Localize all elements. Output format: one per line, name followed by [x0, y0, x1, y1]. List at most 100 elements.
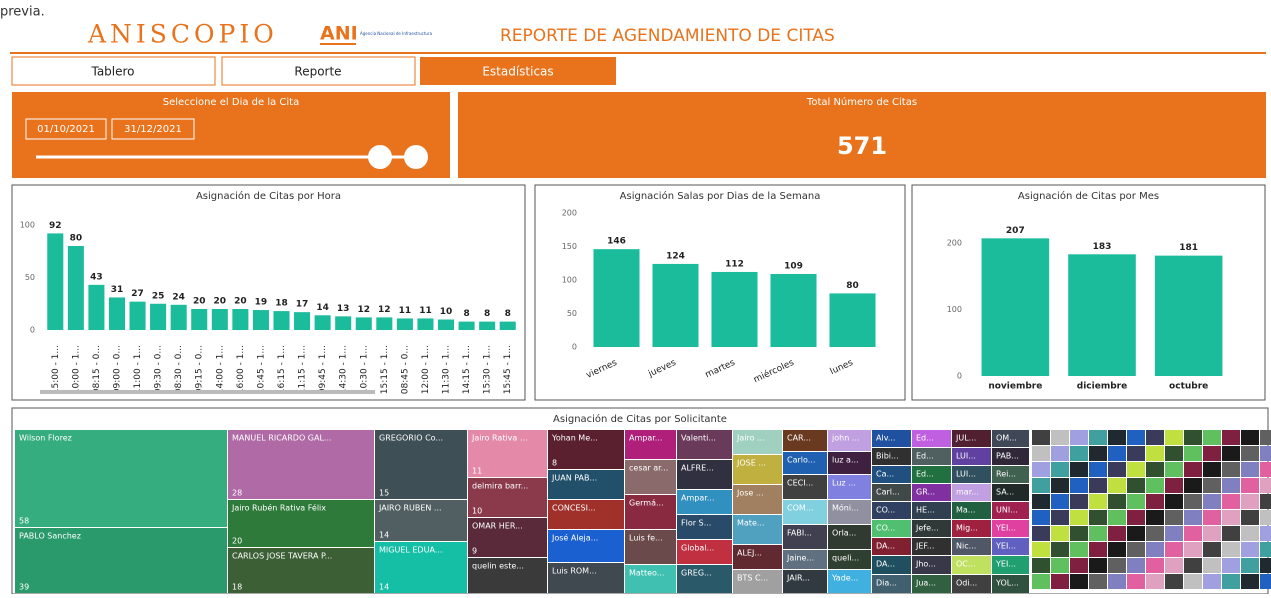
treemap-tile [1051, 510, 1069, 525]
tile-label: JUAN PAB... [551, 474, 597, 483]
bar [652, 263, 699, 347]
treemap-tile [783, 452, 827, 474]
tab[interactable] [11, 56, 216, 86]
data-label: 43 [90, 272, 103, 282]
tile-label: Matteo... [629, 569, 664, 578]
treemap-tile [912, 538, 951, 555]
tile-label: DA... [876, 542, 895, 551]
treemap-tile [1070, 430, 1088, 445]
tab-label[interactable]: Reporte [294, 65, 341, 79]
start-date[interactable]: 01/10/2021 [37, 124, 95, 135]
treemap-tile [1165, 526, 1183, 541]
treemap-tile [1203, 446, 1221, 461]
x-tick-label: 09:15 - 0... [195, 345, 205, 394]
treemap-tile [1070, 446, 1088, 461]
x-tick-label: 11:00 - 1... [133, 345, 143, 394]
treemap-tile [1127, 430, 1145, 445]
slider-knob[interactable] [368, 145, 392, 169]
bar [458, 321, 475, 330]
tile-label: Mate... [737, 519, 765, 528]
treemap-tile [1070, 462, 1088, 477]
tile-label: mar... [956, 488, 979, 497]
treemap-tile [1222, 494, 1240, 509]
tab-label[interactable]: Estadísticas [482, 65, 553, 79]
treemap-tile [548, 430, 624, 469]
treemap-tile [1127, 542, 1145, 557]
tile-label: Valenti... [681, 434, 716, 443]
treemap-tile [1165, 430, 1183, 445]
tile-label: Jairo Rubén Rativa Félix [231, 503, 326, 513]
tab-label[interactable]: Tablero [90, 65, 134, 79]
bar [67, 246, 84, 330]
treemap-tile [912, 575, 951, 593]
date-box[interactable] [25, 118, 107, 140]
treemap-tile [1184, 430, 1202, 445]
tile-label: Global... [681, 544, 714, 553]
treemap-tile [1089, 446, 1107, 461]
treemap-tile [548, 500, 624, 529]
treemap-tile [1260, 526, 1271, 541]
tile-label: GR... [916, 488, 935, 497]
tile-label: MIGUEL EDUA... [379, 546, 442, 555]
treemap-tile [1051, 430, 1069, 445]
y-tick-label: 150 [562, 242, 577, 251]
treemap-tile [912, 430, 951, 447]
treemap-tile [1127, 462, 1145, 477]
data-label: 19 [255, 298, 268, 308]
treemap-tile [872, 448, 911, 465]
tab[interactable] [221, 56, 416, 86]
treemap-tile [1184, 542, 1202, 557]
filter-title: Seleccione el Dia de la Cita [163, 97, 299, 108]
date-box[interactable] [111, 118, 195, 140]
treemap-tile [1127, 558, 1145, 573]
y-tick-label: 200 [562, 209, 577, 218]
chart-title: Asignación de Citas por Mes [1018, 190, 1159, 202]
treemap-tile [1203, 478, 1221, 493]
tile-label: Carl... [876, 488, 900, 497]
tile-label: JUL... [955, 434, 976, 443]
treemap-tile [468, 478, 547, 517]
data-label: 14 [316, 303, 329, 313]
treemap-tile [625, 430, 676, 459]
treemap-tile [1127, 494, 1145, 509]
treemap-tile [872, 502, 911, 519]
treemap-tile [1146, 574, 1164, 589]
treemap-tile [1146, 510, 1164, 525]
x-tick-label: 14:00 - 1... [215, 345, 225, 394]
tile-value: 58 [19, 517, 29, 526]
chart-title: Asignación Salas por Dias de la Semana [620, 190, 821, 202]
x-tick-label: 15:00 - 1... [51, 345, 61, 394]
treemap-tile [1070, 526, 1088, 541]
treemap-tile [677, 515, 732, 539]
kpi-value: 571 [837, 132, 887, 160]
tab-active[interactable] [420, 57, 616, 85]
treemap-tile [733, 570, 782, 593]
y-tick-label: 100 [562, 276, 577, 285]
treemap-tile [1241, 446, 1259, 461]
treemap-tile [15, 430, 227, 527]
treemap-tile [468, 518, 547, 557]
data-label: 8 [463, 309, 469, 319]
tile-label: CARLOS JOSE TAVERA P... [232, 552, 332, 561]
treemap-tile [375, 430, 467, 499]
treemap-tile [1089, 526, 1107, 541]
slider-knob[interactable] [404, 145, 428, 169]
x-tick-label: 09:45 - 1... [318, 345, 328, 394]
treemap-tile [677, 565, 732, 593]
data-label: 18 [275, 299, 288, 309]
tile-value: 20 [232, 537, 242, 546]
treemap-tile [1165, 446, 1183, 461]
treemap-tile [828, 550, 871, 569]
treemap-tile [228, 500, 374, 547]
treemap-tile [1241, 510, 1259, 525]
tile-label: ALFRE... [681, 464, 714, 473]
treemap-tile [1146, 478, 1164, 493]
tile-label: PAB... [996, 452, 1019, 461]
treemap-tile [1032, 494, 1050, 509]
tile-label: CECI... [787, 479, 813, 488]
treemap-tile [1241, 526, 1259, 541]
data-label: 27 [131, 289, 144, 299]
end-date[interactable]: 31/12/2021 [124, 124, 182, 135]
tile-value: 14 [379, 583, 389, 592]
treemap-tile [952, 575, 991, 593]
